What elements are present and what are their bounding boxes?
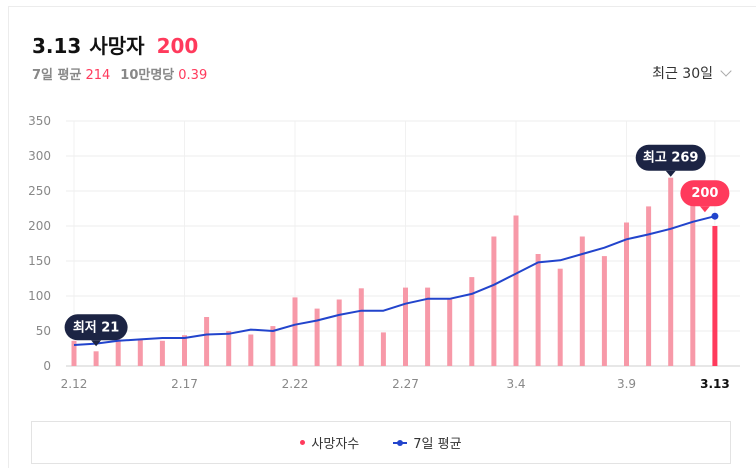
legend-item-average[interactable]: 7일 평균 xyxy=(393,433,462,452)
bar-2.13 xyxy=(93,351,99,366)
y-tick-label: 100 xyxy=(28,289,51,303)
last-annotation-bubble xyxy=(680,180,730,207)
average-line xyxy=(73,215,716,346)
bar-2.23 xyxy=(314,308,320,366)
deaths-chart: 0 50 100 150 200 250 300 350 2.12 2.17 2.22 2.27 3.… xyxy=(28,114,740,391)
bar-2.25 xyxy=(358,288,364,366)
y-tick-label: 50 xyxy=(36,324,51,338)
bar-2.19 xyxy=(226,331,232,366)
bar-3.8 xyxy=(601,256,607,366)
title-value: 200 xyxy=(156,34,199,58)
bar-3.9 xyxy=(624,222,629,366)
x-tick-label: 2.22 xyxy=(282,377,309,391)
last-annotation-text: 200 xyxy=(691,186,718,201)
title-label: 사망자 xyxy=(89,34,145,58)
card-top-border xyxy=(8,6,756,7)
title-date: 3.13 xyxy=(32,34,82,58)
bar-3.11 xyxy=(668,177,674,366)
y-tick-label: 300 xyxy=(28,149,51,163)
y-tick-label: 0 xyxy=(43,359,51,373)
bar-2.20 xyxy=(248,334,254,366)
per-label: 10만명당 xyxy=(120,68,175,83)
bar-3.3 xyxy=(491,236,497,366)
chart-legend: 사망자수 7일 평균 xyxy=(31,421,731,464)
bar-3.5 xyxy=(535,254,541,366)
bar-3.7 xyxy=(579,236,585,366)
bar-3.2 xyxy=(469,277,475,366)
bar-2.24 xyxy=(336,299,342,366)
bar-2.21 xyxy=(270,326,276,366)
bar-3.10 xyxy=(646,206,652,366)
y-tick-label: 200 xyxy=(28,219,51,233)
average-point-last xyxy=(711,212,719,220)
min-annotation-bubble xyxy=(64,314,128,341)
legend-dot-icon xyxy=(300,440,306,445)
legend-label-deaths: 사망자수 xyxy=(311,437,360,452)
bar-2.18 xyxy=(204,317,210,366)
x-tick-label: 3.4 xyxy=(506,377,525,391)
bar-2.16 xyxy=(159,340,165,366)
avg-label: 7일 평균 xyxy=(32,68,82,83)
x-tick-label: 3.9 xyxy=(617,377,636,391)
legend-line-icon xyxy=(393,439,408,446)
x-tick-label: 2.12 xyxy=(61,377,88,391)
page-title: 3.13 사망자 200 xyxy=(32,30,198,59)
legend-item-deaths[interactable]: 사망자수 xyxy=(300,433,359,452)
bar-2.26 xyxy=(380,332,386,366)
bar-3.6 xyxy=(557,268,563,366)
max-annotation-pointer xyxy=(665,170,676,177)
y-tick-label: 250 xyxy=(28,184,51,198)
bar-3.1 xyxy=(447,298,453,366)
summary-row: 7일 평균 214 10만명당 0.39 xyxy=(32,64,217,83)
x-tick-label: 2.27 xyxy=(392,377,419,391)
legend-label-average: 7일 평균 xyxy=(413,437,462,452)
last-annotation-pointer xyxy=(699,206,710,213)
max-annotation-bubble xyxy=(635,144,706,171)
bar-2.12 xyxy=(71,340,77,366)
bar-2.22 xyxy=(292,297,298,366)
bar-3.12 xyxy=(690,205,696,366)
bar-3.4 xyxy=(513,215,519,366)
bar-3.13 xyxy=(712,226,718,366)
min-annotation-text: 최저 21 xyxy=(73,320,120,335)
period-label: 최근 30일 xyxy=(652,66,713,82)
bar-2.17 xyxy=(182,335,187,366)
card-left-border xyxy=(8,6,9,468)
bar-2.27 xyxy=(403,287,408,366)
y-tick-label: 150 xyxy=(28,254,51,268)
bar-2.14 xyxy=(115,339,121,366)
bar-2.15 xyxy=(137,339,143,366)
bar-2.28 xyxy=(425,287,431,366)
max-annotation-text: 최고 269 xyxy=(643,151,699,166)
per-value: 0.39 xyxy=(178,68,208,83)
avg-value: 214 xyxy=(85,68,111,83)
min-annotation-pointer xyxy=(91,340,102,347)
x-tick-label: 3.13 xyxy=(700,377,730,391)
x-tick-label: 2.17 xyxy=(171,377,198,391)
y-tick-label: 350 xyxy=(28,114,51,128)
period-dropdown[interactable]: 최근 30일 xyxy=(652,63,732,83)
